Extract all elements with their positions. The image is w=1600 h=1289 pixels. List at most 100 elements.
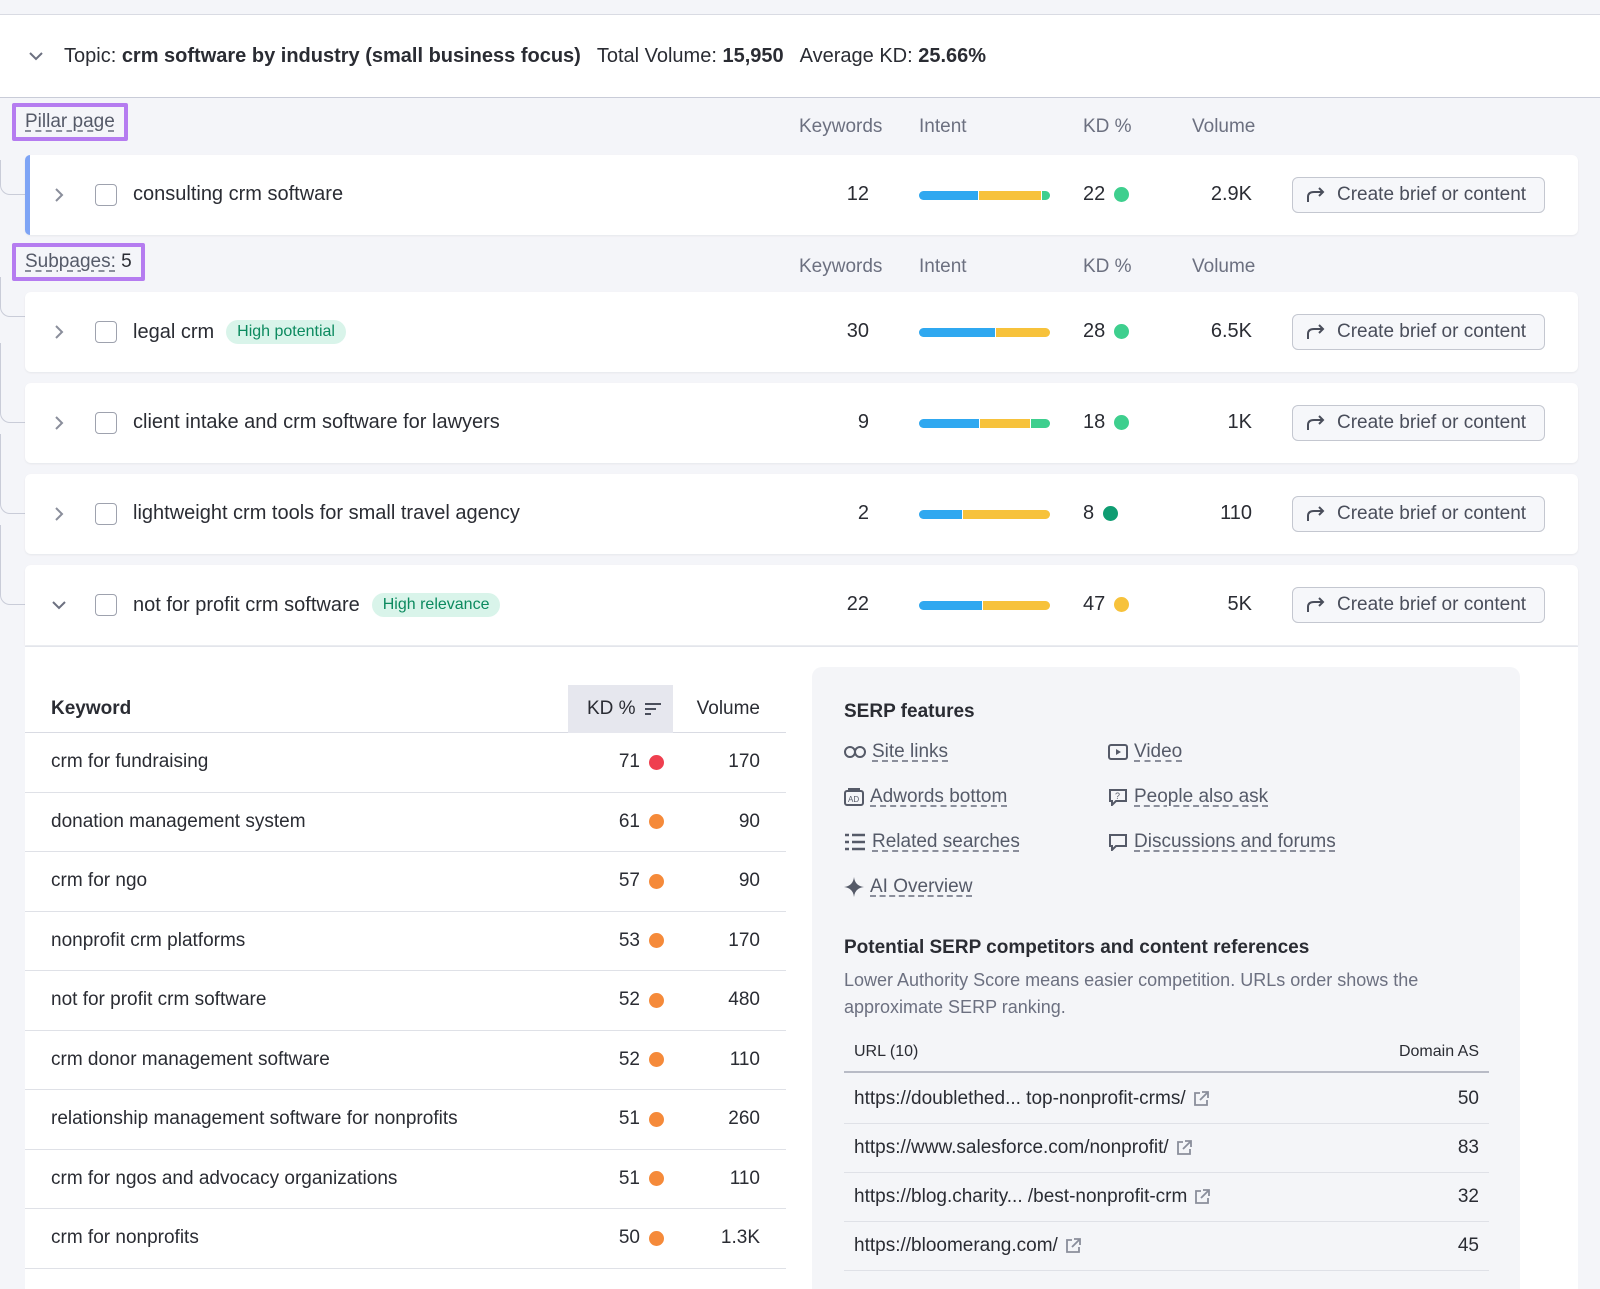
expand-icon[interactable] bbox=[54, 415, 64, 431]
create-brief-button[interactable]: Create brief or content bbox=[1292, 496, 1545, 532]
subpage-row[interactable]: lightweight crm tools for small travel a… bbox=[25, 474, 1578, 554]
kd-dot bbox=[1114, 324, 1130, 339]
pillar-page-label: Pillar page bbox=[12, 103, 128, 141]
external-link-icon[interactable] bbox=[1193, 1188, 1211, 1206]
serp-feature[interactable]: AI Overview bbox=[844, 876, 972, 898]
kd-dot bbox=[649, 814, 664, 830]
create-brief-button[interactable]: Create brief or content bbox=[1292, 177, 1545, 213]
kd-dot bbox=[649, 992, 664, 1008]
ad-icon: AD bbox=[844, 788, 864, 806]
sort-icon[interactable] bbox=[644, 702, 662, 716]
create-brief-button[interactable]: Create brief or content bbox=[1292, 405, 1545, 441]
serp-feature-label[interactable]: Discussions and forums bbox=[1134, 831, 1336, 852]
chevron-right-icon[interactable] bbox=[51, 415, 67, 431]
pillar-row[interactable]: consulting crm software 12 22 2.9K Create br… bbox=[25, 155, 1578, 235]
table-row[interactable]: crm for fundraising 71 170 bbox=[25, 733, 786, 793]
table-row[interactable]: relationship management software for non… bbox=[25, 1090, 786, 1150]
kd-dot bbox=[649, 1111, 664, 1127]
url-link[interactable]: https://blog.charity... /best-nonprofit-… bbox=[854, 1186, 1211, 1208]
table-row[interactable]: crm for ngo 57 90 bbox=[25, 852, 786, 912]
chevron-down-icon[interactable] bbox=[51, 597, 67, 613]
row-checkbox[interactable] bbox=[95, 594, 117, 616]
tree-connector bbox=[0, 434, 25, 514]
chevron-down-icon[interactable] bbox=[26, 46, 46, 66]
url-text[interactable]: https://doublethed... top-nonprofit-crms… bbox=[854, 1088, 1186, 1109]
kd-dot bbox=[649, 754, 664, 770]
external-link-icon[interactable] bbox=[1064, 1237, 1082, 1255]
table-row[interactable]: crm for nonprofits 50 1.3K bbox=[25, 1209, 786, 1269]
url-text[interactable]: https://blog.charity... /best-nonprofit-… bbox=[854, 1186, 1188, 1207]
col-kd: KD % bbox=[1083, 116, 1132, 137]
keyword-header[interactable]: Keyword bbox=[51, 698, 132, 719]
serp-feature[interactable]: Related searches bbox=[844, 831, 1020, 853]
serp-feature[interactable]: Video bbox=[1108, 741, 1182, 763]
serp-feature-label[interactable]: Adwords bottom bbox=[870, 786, 1008, 807]
serp-feature[interactable]: Site links bbox=[844, 741, 948, 763]
serp-feature-label[interactable]: People also ask bbox=[1134, 786, 1269, 807]
kd-dot bbox=[649, 1052, 664, 1068]
subpage-row[interactable]: not for profit crm software High relevanc… bbox=[25, 565, 1578, 645]
table-row[interactable]: not for profit crm software 52 480 bbox=[25, 971, 786, 1031]
serp-feature[interactable]: AD Adwords bottom bbox=[844, 786, 1007, 808]
row-title-text[interactable]: not for profit crm software bbox=[133, 593, 360, 616]
chevron-right-icon[interactable] bbox=[51, 324, 67, 340]
subpage-row[interactable]: legal crm High potential 30 28 6.5K Create br… bbox=[25, 292, 1578, 372]
row-checkbox[interactable] bbox=[95, 184, 117, 206]
kd-dot bbox=[649, 1230, 664, 1246]
serp-feature[interactable]: Discussions and forums bbox=[1108, 831, 1336, 853]
kd-number: 22 bbox=[1083, 183, 1106, 205]
kd-dot bbox=[1103, 506, 1119, 521]
subpages-label: Subpages: 5 bbox=[12, 243, 145, 281]
row-title-text[interactable]: client intake and crm software for lawye… bbox=[133, 411, 500, 433]
url-link[interactable]: https://www.salesforce.com/nonprofit/ bbox=[854, 1137, 1193, 1159]
video-icon bbox=[1108, 744, 1128, 760]
serp-feature-label[interactable]: Video bbox=[1134, 741, 1183, 762]
table-row[interactable]: crm donor management software 52 110 bbox=[25, 1031, 786, 1090]
intent-bar bbox=[919, 601, 1050, 610]
url-text[interactable]: https://www.salesforce.com/nonprofit/ bbox=[854, 1137, 1169, 1158]
keyword-cell: donation management system bbox=[51, 810, 306, 832]
chevron-right-icon[interactable] bbox=[51, 187, 67, 203]
row-title-text[interactable]: consulting crm software bbox=[133, 183, 344, 205]
external-link-icon[interactable] bbox=[1175, 1139, 1193, 1157]
serp-feature-label[interactable]: AI Overview bbox=[870, 876, 973, 897]
create-brief-button[interactable]: Create brief or content bbox=[1292, 587, 1545, 623]
row-checkbox[interactable] bbox=[95, 321, 117, 343]
row-checkbox[interactable] bbox=[95, 412, 117, 434]
kd-value: 8 bbox=[1083, 502, 1119, 525]
serp-feature-label[interactable]: Related searches bbox=[872, 831, 1020, 852]
url-text[interactable]: https://bloomerang.com/ bbox=[854, 1235, 1058, 1256]
kd-cell: 53 bbox=[619, 930, 664, 952]
table-row[interactable]: nonprofit crm platforms 53 170 bbox=[25, 912, 786, 971]
kd-cell: 57 bbox=[619, 870, 664, 892]
tree-connector bbox=[0, 343, 25, 423]
url-link[interactable]: https://doublethed... top-nonprofit-crms… bbox=[854, 1088, 1210, 1110]
expand-icon[interactable] bbox=[54, 506, 64, 522]
volume-cell: 1.3K bbox=[720, 1227, 760, 1249]
row-title-text[interactable]: lightweight crm tools for small travel a… bbox=[133, 502, 520, 524]
external-link-icon[interactable] bbox=[1192, 1090, 1210, 1108]
serp-feature-label[interactable]: Site links bbox=[872, 741, 949, 762]
chevron-right-icon[interactable] bbox=[51, 506, 67, 522]
share-arrow-icon bbox=[1307, 597, 1325, 612]
volume-value: 5K bbox=[1227, 593, 1252, 615]
expand-icon[interactable] bbox=[54, 187, 64, 203]
kd-header-sorted[interactable]: KD % bbox=[568, 685, 673, 733]
serp-feature[interactable]: ? People also ask bbox=[1108, 786, 1268, 808]
collapse-icon[interactable] bbox=[51, 600, 67, 610]
row-title: client intake and crm software for lawye… bbox=[133, 411, 500, 434]
table-row[interactable]: donation management system 61 90 bbox=[25, 793, 786, 852]
table-row[interactable]: crm for ngos and advocacy organizations 5… bbox=[25, 1150, 786, 1209]
keyword-count: 12 bbox=[846, 183, 869, 205]
create-brief-button[interactable]: Create brief or content bbox=[1292, 314, 1545, 350]
kd-number: 51 bbox=[618, 1167, 640, 1189]
share-arrow-icon bbox=[1307, 415, 1325, 430]
serp-panel: SERP features Site links Video AD Adwords b… bbox=[812, 667, 1520, 1289]
kd-cell: 71 bbox=[619, 751, 664, 773]
row-checkbox[interactable] bbox=[95, 503, 117, 525]
expand-icon[interactable] bbox=[54, 324, 64, 340]
row-title-text[interactable]: legal crm bbox=[133, 320, 215, 343]
url-link[interactable]: https://bloomerang.com/ bbox=[854, 1235, 1082, 1257]
subpage-row[interactable]: client intake and crm software for lawye… bbox=[25, 383, 1578, 463]
volume-header[interactable]: Volume bbox=[696, 698, 760, 719]
